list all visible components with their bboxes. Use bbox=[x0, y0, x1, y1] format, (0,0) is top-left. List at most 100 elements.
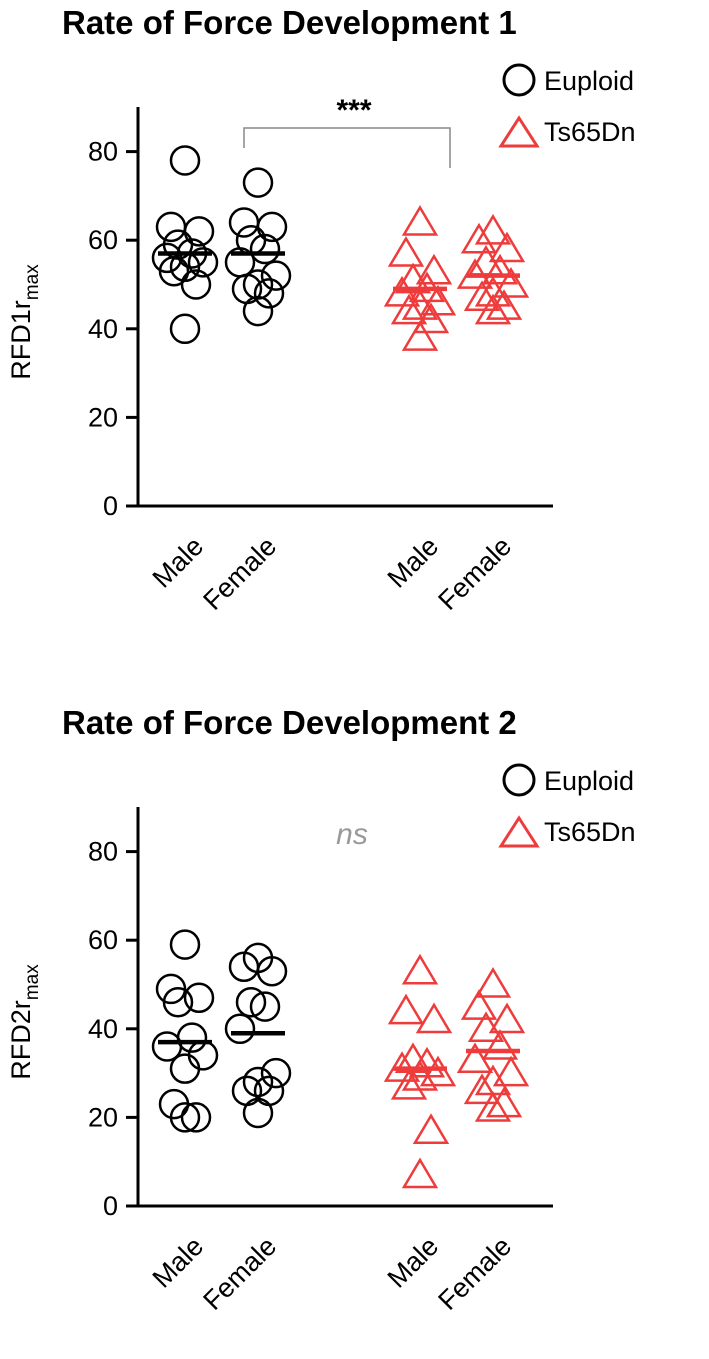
data-point-triangle bbox=[474, 967, 512, 998]
data-point-triangle bbox=[401, 953, 439, 985]
bracket-line bbox=[243, 127, 451, 168]
y-axis-label-sub: max bbox=[22, 964, 43, 1000]
data-point-triangle bbox=[412, 302, 450, 334]
data-point-triangle bbox=[474, 293, 512, 325]
data-point-circle bbox=[162, 986, 194, 1018]
significance-bracket: *** bbox=[243, 94, 451, 168]
data-point-triangle bbox=[485, 1086, 523, 1118]
data-point-triangle bbox=[488, 1002, 526, 1034]
data-point-triangle bbox=[387, 993, 425, 1025]
x-tick-label: Male bbox=[147, 1231, 210, 1294]
data-point-triangle bbox=[383, 275, 421, 307]
data-point-circle bbox=[260, 260, 292, 291]
y-tick-label: 40 bbox=[88, 1014, 118, 1044]
legend-label-euploid: Euploid bbox=[544, 766, 634, 796]
data-point-triangle bbox=[474, 213, 512, 245]
legend-label-ts65dn: Ts65Dn bbox=[544, 817, 636, 847]
legend-circle-icon bbox=[502, 763, 536, 797]
data-point-circle bbox=[151, 1031, 183, 1062]
x-tick-label: Male bbox=[147, 531, 210, 594]
legend: Euploid Ts65Dn bbox=[498, 63, 636, 148]
data-point-circle bbox=[256, 955, 288, 987]
data-point-triangle bbox=[401, 205, 439, 236]
data-point-circle bbox=[242, 295, 274, 327]
data-point-circle bbox=[169, 313, 201, 345]
data-point-circle bbox=[242, 1097, 274, 1129]
data-point-circle bbox=[180, 1102, 212, 1133]
y-axis-label: RFD1rmax bbox=[6, 264, 43, 380]
y-tick-label: 20 bbox=[88, 1102, 118, 1132]
data-point-triangle bbox=[460, 989, 498, 1020]
data-point-triangle bbox=[401, 320, 439, 351]
data-point-triangle bbox=[463, 280, 501, 312]
legend-triangle-icon bbox=[498, 115, 540, 148]
panel-rfd2: Rate of Force Development 2 Euploid Ts65… bbox=[6, 704, 636, 1316]
data-point-triangle bbox=[419, 1055, 457, 1087]
x-tick-label: Female bbox=[197, 531, 282, 616]
y-axis-label-main: RFD1r bbox=[6, 300, 36, 380]
data-point-triangle bbox=[474, 275, 512, 307]
legend-circle-icon bbox=[502, 63, 536, 97]
data-point-circle bbox=[187, 247, 219, 278]
x-tick-label: Female bbox=[197, 1231, 282, 1316]
chart-title: Rate of Force Development 2 bbox=[62, 704, 517, 741]
data-point-circle bbox=[228, 207, 260, 238]
data-point-triangle bbox=[481, 253, 519, 285]
y-axis-label-main: RFD2r bbox=[6, 1000, 36, 1080]
data-point-circle bbox=[169, 1053, 201, 1084]
data-point-circle bbox=[169, 1102, 201, 1133]
data-point-triangle bbox=[456, 1042, 494, 1074]
data-point-triangle bbox=[485, 289, 523, 320]
data-point-triangle bbox=[463, 1073, 501, 1105]
data-point-circle bbox=[224, 1013, 256, 1045]
data-point-circle bbox=[249, 991, 281, 1022]
y-tick-label: 40 bbox=[88, 314, 118, 344]
data-point-triangle bbox=[415, 1002, 453, 1034]
data-point-triangle bbox=[481, 1029, 519, 1060]
data-point-circle bbox=[249, 233, 281, 265]
data-point-triangle bbox=[387, 236, 425, 267]
data-point-triangle bbox=[474, 1091, 512, 1122]
data-point-circle bbox=[169, 145, 201, 176]
y-tick-label: 20 bbox=[88, 402, 118, 432]
data-point-triangle bbox=[401, 289, 439, 320]
data-point-circle bbox=[158, 255, 190, 287]
x-tick-label: Male bbox=[382, 531, 445, 594]
y-axis-label-sub: max bbox=[22, 264, 43, 300]
data-point-circle bbox=[242, 1066, 274, 1098]
y-tick-label: 0 bbox=[103, 491, 118, 521]
data-point-triangle bbox=[419, 284, 457, 316]
data-point-triangle bbox=[390, 1068, 428, 1100]
data-point-circle bbox=[183, 982, 215, 1014]
y-tick-label: 0 bbox=[103, 1191, 118, 1221]
data-point-triangle bbox=[492, 1055, 530, 1087]
data-point-circle bbox=[242, 167, 274, 198]
y-tick-label: 80 bbox=[88, 837, 118, 867]
panel-rfd1: Rate of Force Development 1 Euploid Ts65… bbox=[6, 4, 636, 616]
data-point-circle bbox=[253, 278, 285, 309]
data-point-triangle bbox=[401, 1157, 439, 1189]
y-tick-label: 80 bbox=[88, 137, 118, 167]
data-point-circle bbox=[180, 269, 212, 300]
legend: Euploid Ts65Dn bbox=[498, 763, 636, 848]
data-point-triangle bbox=[488, 231, 526, 263]
data-point-circle bbox=[169, 929, 201, 960]
significance-label: ns bbox=[336, 818, 368, 851]
data-point-circle bbox=[155, 211, 187, 243]
x-tick-label: Female bbox=[432, 1231, 517, 1316]
legend-triangle-icon bbox=[498, 815, 540, 848]
data-point-triangle bbox=[412, 1113, 450, 1144]
chart-title: Rate of Force Development 1 bbox=[62, 4, 517, 41]
y-tick-label: 60 bbox=[88, 225, 118, 255]
y-axis-label: RFD2rmax bbox=[6, 964, 43, 1080]
legend-label-ts65dn: Ts65Dn bbox=[544, 117, 636, 147]
data-point-triangle bbox=[390, 293, 428, 325]
significance-label: *** bbox=[336, 94, 371, 127]
data-point-circle bbox=[235, 986, 267, 1018]
y-tick-label: 60 bbox=[88, 925, 118, 955]
data-point-triangle bbox=[467, 1011, 505, 1043]
data-point-triangle bbox=[394, 262, 432, 294]
data-point-circle bbox=[260, 1057, 292, 1089]
legend-label-euploid: Euploid bbox=[544, 66, 634, 96]
